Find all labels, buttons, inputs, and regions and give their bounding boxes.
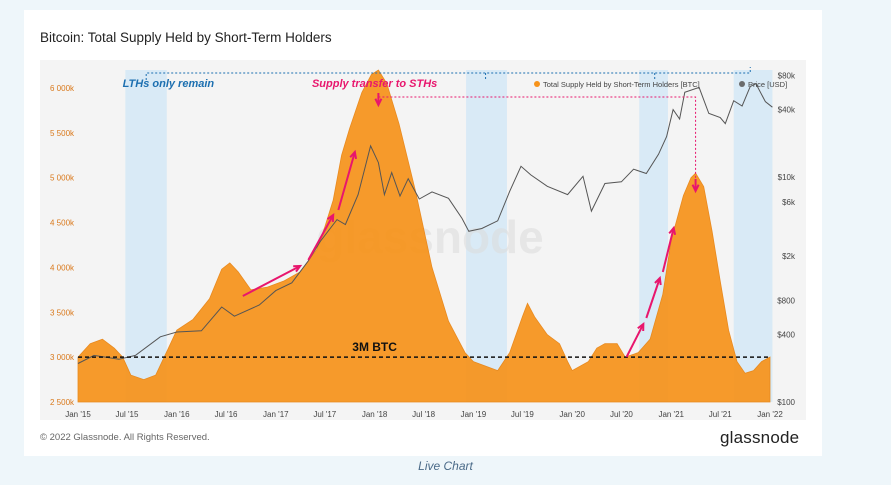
y-right-tick-label: $400 <box>777 330 795 339</box>
legend-label-price: Price [USD] <box>748 80 787 89</box>
y-left-tick-label: 5 000k <box>50 174 75 183</box>
x-tick-label: Jul '21 <box>709 410 732 419</box>
x-tick-label: Jul '17 <box>313 410 336 419</box>
reference-label: 3M BTC <box>352 340 397 354</box>
arrow-up-6 <box>661 227 675 273</box>
y-right-tick-label: $2k <box>782 252 796 261</box>
y-right-tick-label: $40k <box>778 106 796 115</box>
y-left-tick-label: 4 500k <box>50 219 75 228</box>
arrow-up-2 <box>307 214 335 261</box>
arrow-up-4-head <box>637 321 645 332</box>
annotation-lths: LTHs only remain <box>123 78 215 90</box>
annotation-supply-transfer: Supply transfer to STHs <box>312 78 437 90</box>
y-left-tick-label: 3 500k <box>50 308 75 317</box>
arrow-up-1-head <box>293 264 303 273</box>
y-right-tick-label: $800 <box>777 297 795 306</box>
arrow-up-4 <box>625 323 645 358</box>
y-right-tick-label: $10k <box>778 173 796 182</box>
x-tick-label: Jan '19 <box>461 410 487 419</box>
x-tick-label: Jan '18 <box>362 410 388 419</box>
shaded-period-0 <box>125 70 167 402</box>
arrow-up-2-head <box>326 212 335 223</box>
y-left-tick-label: 3 000k <box>50 353 75 362</box>
y-left-tick-label: 5 500k <box>50 129 75 138</box>
arrow-up-6-head <box>668 225 677 236</box>
price-line <box>77 83 773 364</box>
chart-svg: glassnode 3M BTC LTHs only remain Supply … <box>50 67 796 419</box>
x-tick-label: Jan '16 <box>164 410 190 419</box>
sth-supply-area <box>77 69 771 403</box>
x-tick-label: Jul '19 <box>511 410 534 419</box>
y-left-tick-label: 6 000k <box>50 84 75 93</box>
y-left-tick-label: 4 000k <box>50 263 75 272</box>
x-tick-label: Jan '22 <box>757 410 783 419</box>
copyright-text: © 2022 Glassnode. All Rights Reserved. <box>40 432 210 443</box>
shaded-period-3 <box>733 70 773 402</box>
x-tick-label: Jan '15 <box>65 410 91 419</box>
glassnode-logo: glassnode <box>720 428 800 447</box>
arrow-up-5 <box>645 277 661 319</box>
y-right-tick-label: $6k <box>782 198 796 207</box>
x-tick-label: Jul '16 <box>215 410 238 419</box>
arrow-up-5-head <box>654 275 662 286</box>
sth-connector <box>378 96 697 186</box>
x-tick-label: Jul '15 <box>116 410 139 419</box>
chart-card: Bitcoin: Total Supply Held by Short-Term… <box>24 10 822 456</box>
arrow-up-3 <box>337 151 356 211</box>
x-tick-label: Jul '20 <box>610 410 633 419</box>
plot-area: glassnode 3M BTC LTHs only remain Supply … <box>40 60 806 420</box>
arrow-up-3-head <box>349 149 358 160</box>
x-tick-label: Jan '17 <box>263 410 289 419</box>
y-right-tick-label: $80k <box>778 72 796 81</box>
arrow-peak-2021-head <box>691 184 700 194</box>
y-right-tick-label: $100 <box>777 398 795 407</box>
legend-marker-supply <box>534 81 540 87</box>
arrow-peak-2018-head <box>374 98 383 108</box>
legend-label-supply: Total Supply Held by Short-Term Holders … <box>543 80 700 89</box>
x-tick-label: Jan '21 <box>658 410 684 419</box>
chart-title: Bitcoin: Total Supply Held by Short-Term… <box>40 30 332 45</box>
lth-connector-outer <box>145 67 751 80</box>
shaded-period-1 <box>466 70 507 402</box>
x-tick-label: Jan '20 <box>559 410 585 419</box>
y-left-tick-label: 2 500k <box>50 398 75 407</box>
live-chart-link[interactable]: Live Chart <box>418 459 473 473</box>
x-tick-label: Jul '18 <box>412 410 435 419</box>
legend-marker-price <box>739 81 745 87</box>
arrow-up-1 <box>242 265 301 297</box>
